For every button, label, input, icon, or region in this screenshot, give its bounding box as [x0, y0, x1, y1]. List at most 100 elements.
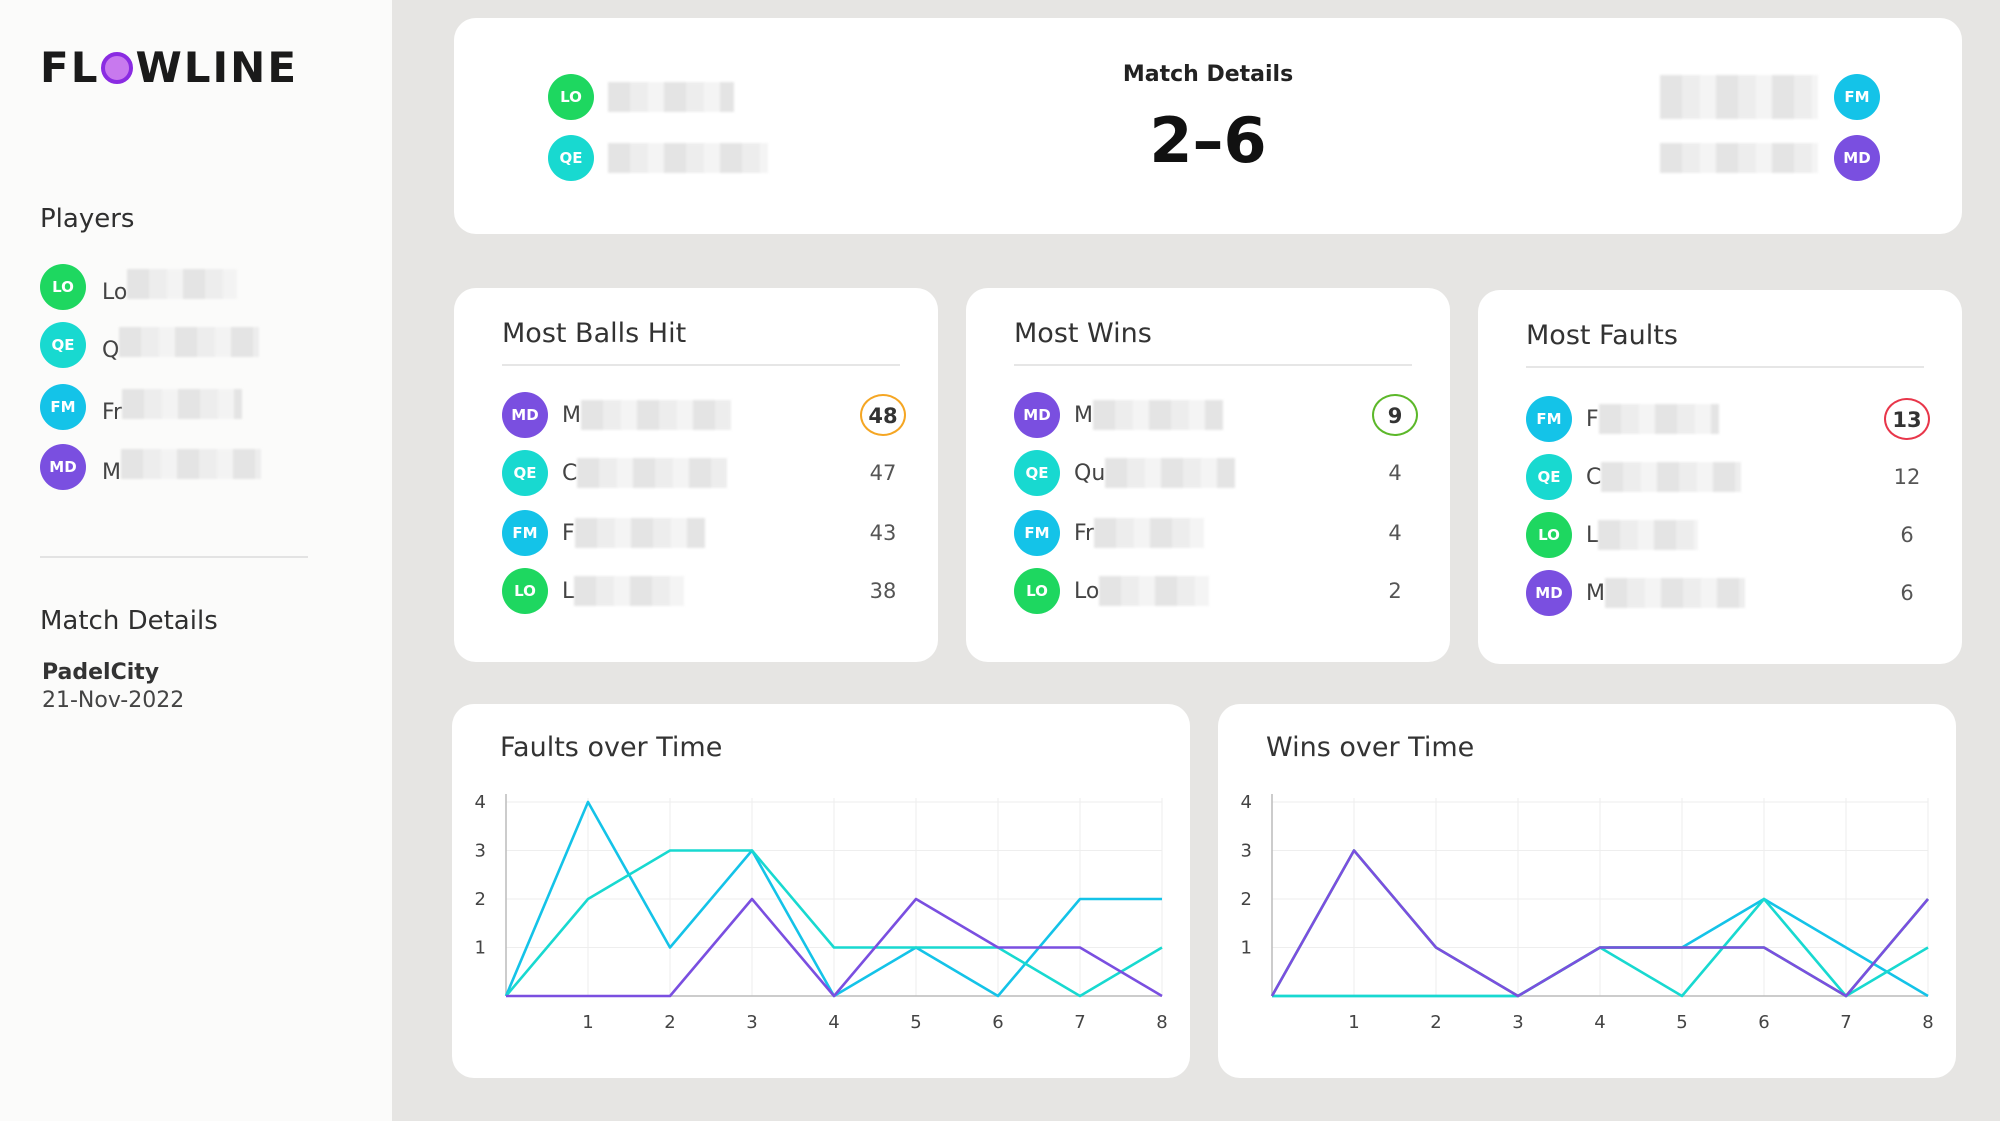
x-tick-label: 4 [828, 1012, 839, 1033]
x-tick-label: 3 [746, 1012, 757, 1033]
x-tick-label: 5 [1676, 1012, 1687, 1033]
redacted-name [580, 400, 731, 430]
sidebar-player[interactable]: LO Lo [40, 264, 238, 310]
player-name: M [102, 449, 261, 485]
avatar: MD [1014, 392, 1060, 438]
redacted-name [122, 389, 243, 419]
padel-ball-icon [101, 52, 134, 84]
sidebar-player[interactable]: FM Fr [40, 384, 243, 430]
y-tick-label: 2 [1241, 889, 1252, 910]
avatar: QE [40, 322, 86, 368]
card-divider [1526, 366, 1924, 368]
list-item[interactable]: LO L 38 [502, 568, 906, 614]
redacted-name [608, 82, 734, 112]
sidebar-player[interactable]: QE Q [40, 322, 260, 368]
list-item[interactable]: LO Lo 2 [1014, 568, 1418, 614]
avatar: LO [548, 74, 594, 120]
stat-value: 4 [1388, 521, 1402, 545]
wins-line-chart: 1 2 3 4 1 2 3 4 5 6 7 8 [1241, 792, 1934, 1033]
avatar: FM [1526, 396, 1572, 442]
avatar: FM [1834, 74, 1880, 120]
redacted-name [577, 458, 728, 488]
avatar: FM [502, 510, 548, 556]
stat-value: 2 [1388, 579, 1402, 603]
x-tick-label: 5 [910, 1012, 921, 1033]
sidebar-divider [40, 556, 308, 558]
list-item[interactable]: MD M 6 [1526, 570, 1930, 616]
faults-line-chart: 1 2 3 4 1 2 3 4 5 6 7 8 [475, 792, 1168, 1033]
y-tick-label: 4 [475, 792, 486, 813]
logo-text-right: WLINE [135, 42, 299, 92]
series-line [1270, 849, 1929, 998]
player-name: M [1586, 578, 1884, 608]
team-left-player: QE [548, 135, 768, 181]
x-tick-label: 2 [1430, 1012, 1441, 1033]
player-name: M [1074, 400, 1372, 430]
avatar: LO [40, 264, 86, 310]
list-item[interactable]: FM F 13 [1526, 396, 1930, 442]
wins-over-time-card: Wins over Time 1 2 3 4 1 2 3 4 5 6 7 8 [1218, 704, 1956, 1078]
redacted-name [608, 143, 768, 173]
team-right-player: MD [1660, 135, 1880, 181]
y-tick-label: 1 [475, 938, 486, 959]
x-tick-label: 3 [1512, 1012, 1523, 1033]
player-name: C [1586, 462, 1884, 492]
stat-value: 13 [1884, 398, 1930, 440]
logo-text-left: FL [40, 42, 100, 92]
player-name: F [1586, 404, 1884, 434]
chart-title: Wins over Time [1266, 732, 1475, 763]
player-name: Qu [1074, 458, 1372, 488]
list-item[interactable]: QE C 47 [502, 450, 906, 496]
x-tick-label: 6 [1758, 1012, 1769, 1033]
redacted-name [120, 449, 261, 479]
x-tick-label: 1 [1348, 1012, 1359, 1033]
faults-over-time-card: Faults over Time 1 2 3 4 1 2 3 4 5 6 7 8 [452, 704, 1190, 1078]
redacted-name [1094, 518, 1205, 548]
redacted-name [1660, 75, 1818, 119]
stat-value: 6 [1900, 523, 1914, 547]
redacted-name [1105, 458, 1236, 488]
match-date: 21-Nov-2022 [42, 688, 185, 713]
player-name: Q [102, 327, 260, 363]
sidebar: FL WLINE Players LO Lo QE Q FM Fr MD M Ma… [0, 0, 392, 1121]
redacted-name [119, 327, 260, 357]
players-heading: Players [40, 204, 135, 234]
card-divider [502, 364, 900, 366]
list-item[interactable]: QE Qu 4 [1014, 450, 1418, 496]
redacted-name [127, 269, 238, 299]
redacted-name [1099, 576, 1210, 606]
avatar: MD [1834, 135, 1880, 181]
list-item[interactable]: MD M 9 [1014, 392, 1418, 438]
redacted-name [574, 576, 685, 606]
x-tick-label: 7 [1840, 1012, 1851, 1033]
list-item[interactable]: MD M 48 [502, 392, 906, 438]
stat-value: 47 [869, 461, 897, 485]
most-faults-card: Most Faults FM F 13 QE C 12 LO L 6 MD M … [1478, 290, 1962, 664]
card-title: Most Balls Hit [502, 318, 687, 349]
player-name: F [562, 518, 860, 548]
avatar: FM [40, 384, 86, 430]
list-item[interactable]: LO L 6 [1526, 512, 1930, 558]
chart-title: Faults over Time [500, 732, 723, 763]
redacted-name [1598, 404, 1719, 434]
stat-value: 48 [860, 394, 906, 436]
list-item[interactable]: FM Fr 4 [1014, 510, 1418, 556]
app-logo[interactable]: FL WLINE [40, 42, 298, 92]
avatar: LO [1526, 512, 1572, 558]
redacted-name [1660, 143, 1818, 173]
list-item[interactable]: QE C 12 [1526, 454, 1930, 500]
list-item[interactable]: FM F 43 [502, 510, 906, 556]
avatar: MD [1526, 570, 1572, 616]
player-name: L [1586, 520, 1884, 550]
stat-value: 38 [869, 579, 897, 603]
sidebar-player[interactable]: MD M [40, 444, 261, 490]
y-tick-label: 4 [1241, 792, 1252, 813]
y-tick-label: 1 [1241, 938, 1252, 959]
redacted-name [1598, 520, 1699, 550]
stat-value: 6 [1900, 581, 1914, 605]
most-balls-hit-card: Most Balls Hit MD M 48 QE C 47 FM F 43 L… [454, 288, 938, 662]
card-title: Most Wins [1014, 318, 1152, 349]
redacted-name [1092, 400, 1223, 430]
player-name: Lo [1074, 576, 1372, 606]
card-divider [1014, 364, 1412, 366]
